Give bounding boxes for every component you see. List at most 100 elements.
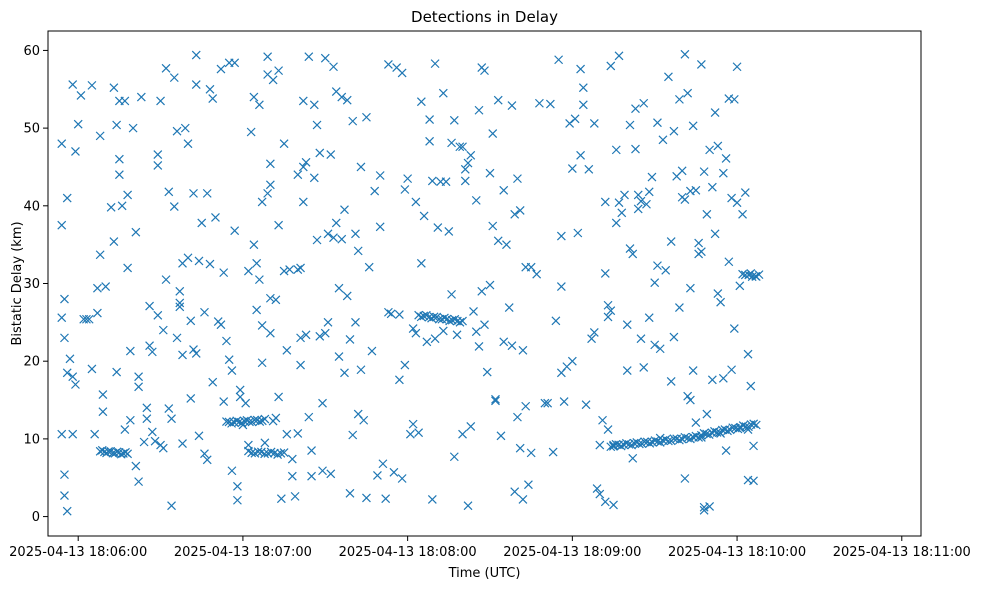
data-points [57,49,764,516]
track-point [650,436,660,445]
data-point [433,223,443,232]
track-point [611,439,621,449]
data-point [134,477,144,487]
data-point [749,441,758,451]
data-point [367,346,377,356]
data-point [455,142,465,152]
data-point [598,415,607,425]
data-point [169,202,179,212]
data-point [556,231,566,241]
data-point [600,268,610,278]
data-point [543,398,553,408]
track-point [260,449,270,459]
data-point [342,95,352,105]
track-point [664,436,673,446]
data-point [337,234,347,244]
data-point [145,301,154,311]
data-point [611,218,621,228]
data-point [680,474,690,483]
track-point [455,317,465,327]
data-point [611,145,621,155]
data-point [323,317,333,327]
data-point [318,466,327,476]
data-point [274,220,284,230]
data-point [293,170,303,180]
data-point [211,213,220,222]
data-point [227,366,237,375]
data-point [650,340,660,350]
data-point [683,391,693,401]
data-point [526,448,536,458]
data-point [416,258,426,268]
data-point [699,505,709,515]
data-point [265,293,275,303]
data-point [647,172,657,182]
track-point [696,433,706,442]
data-point [68,80,78,90]
data-point [504,303,514,313]
track-point [702,429,712,439]
data-point [279,266,289,276]
data-point [222,336,231,346]
data-point [153,150,163,159]
chart-title: Detections in Delay [411,8,558,26]
data-point [257,197,267,207]
data-point [271,295,281,305]
data-point [131,227,141,237]
data-point [691,418,701,427]
data-point [356,365,366,375]
data-point [230,58,240,68]
data-point [296,263,305,273]
data-point [477,286,487,296]
data-point [743,349,753,359]
data-point [620,190,629,200]
data-point [296,360,305,370]
data-point [287,471,297,481]
data-point [639,98,649,108]
data-point [362,112,371,122]
x-tick-label: 2025-04-13 18:10:00 [668,545,806,560]
data-point [469,307,478,316]
data-point [664,72,673,82]
data-point [545,99,555,109]
data-point [249,92,259,102]
data-point [518,345,528,355]
data-point [307,471,316,481]
data-point [383,59,393,69]
data-point [603,300,613,310]
data-point [622,366,632,375]
data-point [740,188,750,198]
track-point [699,428,709,438]
data-point [298,197,308,207]
data-point [95,250,105,260]
data-point [158,325,168,335]
data-point [405,429,415,439]
data-point [312,120,322,130]
data-point [134,382,144,392]
track-point [253,447,263,457]
data-point [142,414,152,424]
data-point [268,75,278,85]
data-point [650,278,660,288]
data-point [161,275,171,285]
data-point [183,253,193,263]
data-point [128,123,138,133]
data-point [499,337,509,347]
data-point [153,310,163,320]
data-point [216,64,226,74]
data-point [735,281,745,291]
data-point [430,334,440,344]
data-point [554,55,564,65]
data-point [60,333,69,343]
data-point [191,80,201,90]
data-point [540,398,550,408]
data-point [323,229,333,239]
track-point [616,441,626,451]
track-point [237,418,247,428]
x-axis-ticks: 2025-04-13 18:06:00 2025-04-13 18:07:00 20… [9,536,971,560]
data-point [600,197,610,207]
data-point [186,316,196,326]
data-point [298,96,308,106]
data-point [62,506,72,516]
data-point [631,104,640,114]
